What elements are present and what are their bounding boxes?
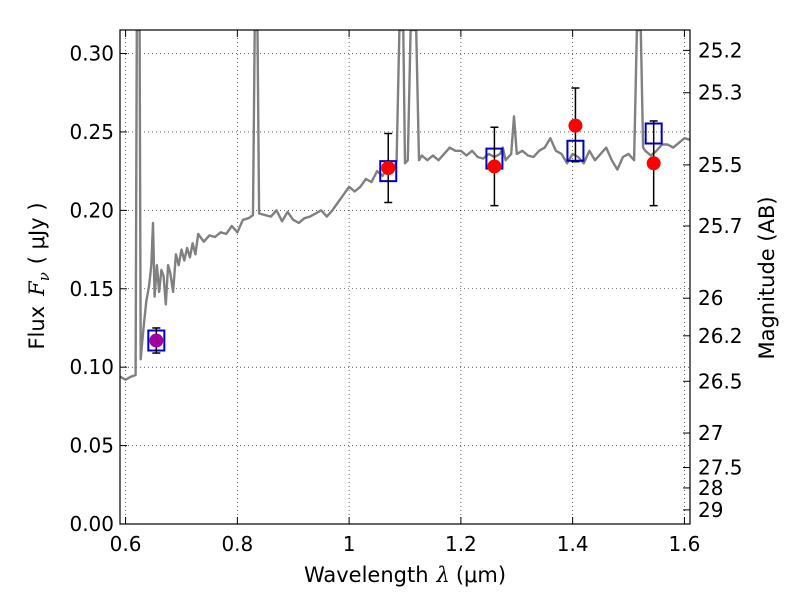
x-axis-label: Wavelength λ (μm)	[304, 563, 506, 587]
y2-tick-label: 29	[698, 498, 723, 522]
y2-tick-label: 27.5	[698, 456, 743, 480]
plot-area	[120, 30, 690, 381]
x-tick-label: 1.2	[445, 532, 477, 556]
x-tick-label: 0.8	[221, 532, 253, 556]
photometry-point	[381, 161, 396, 176]
spectrum-line	[120, 30, 690, 381]
y2-tick-label: 28	[698, 476, 723, 500]
y-tick-label: 0.20	[69, 198, 114, 222]
y-tick-label: 0.30	[69, 42, 114, 66]
y-tick-label: 0.10	[69, 355, 114, 379]
y-tick-label: 0.25	[69, 120, 114, 144]
y2-tick-label: 26	[698, 286, 723, 310]
y-tick-label: 0.15	[69, 277, 114, 301]
y2-tick-label: 25.5	[698, 153, 743, 177]
y2-tick-label: 25.7	[698, 214, 743, 238]
y-axis-label: FluxFν( μJy )	[25, 202, 53, 349]
y-tick-label: 0.05	[69, 434, 114, 458]
ticks: 0.6 0.8 1 1.2 1.4 1.6 0.00 0.05 0.10 0.15 0.20 0.25…	[69, 30, 743, 556]
y2-tick-label: 27	[698, 421, 723, 445]
y2-tick-label: 25.2	[698, 38, 743, 62]
x-tick-label: 0.6	[110, 532, 142, 556]
x-tick-label: 1.6	[669, 532, 701, 556]
x-tick-label: 1	[343, 532, 356, 556]
y2-tick-label: 25.3	[698, 81, 743, 105]
axes-frame	[119, 29, 691, 525]
y2-axis-label: Magnitude (AB)	[755, 196, 779, 359]
y2-tick-label: 26.5	[698, 369, 743, 393]
y-tick-label: 0.00	[69, 512, 114, 536]
y2-tick-label: 26.2	[698, 324, 743, 348]
photometry-point	[646, 156, 661, 171]
x-axis-label-prefix: Wavelength	[304, 563, 429, 587]
x-tick-label: 1.4	[557, 532, 589, 556]
photometry-point	[487, 159, 502, 174]
photometry-point	[149, 333, 164, 348]
photometry-point	[568, 118, 583, 133]
